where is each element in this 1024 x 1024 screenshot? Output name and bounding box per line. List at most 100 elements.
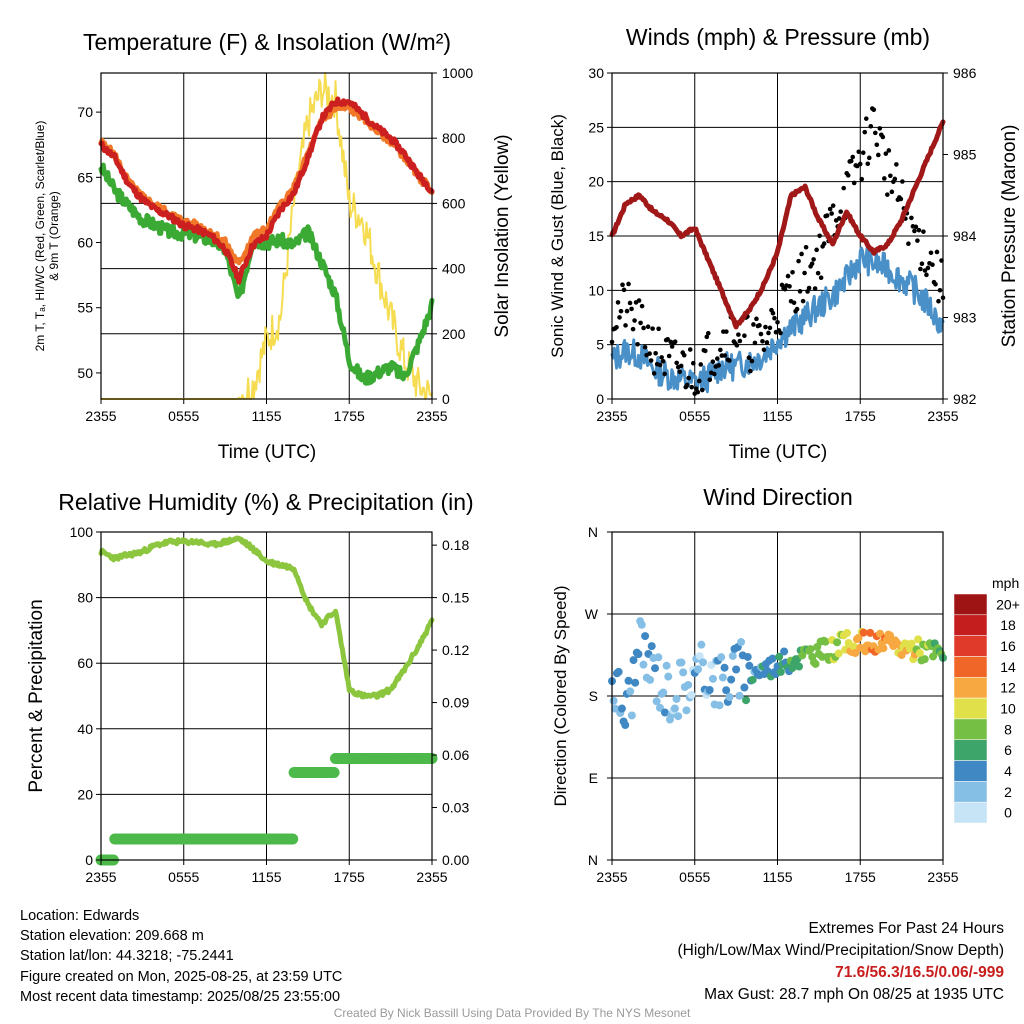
gust-point bbox=[811, 257, 816, 262]
direction-point bbox=[641, 632, 650, 641]
gust-point bbox=[712, 371, 717, 377]
gust-point bbox=[925, 265, 931, 271]
direction-point bbox=[664, 672, 673, 681]
direction-point bbox=[879, 644, 888, 653]
gust-point bbox=[838, 209, 843, 214]
direction-point bbox=[715, 701, 724, 710]
gust-point bbox=[796, 258, 801, 264]
direction-point bbox=[725, 692, 734, 701]
direction-point bbox=[660, 708, 669, 717]
gust-point bbox=[836, 216, 842, 221]
gust-point bbox=[787, 284, 792, 289]
temp-ytick-label: 55 bbox=[77, 300, 93, 316]
gust-point bbox=[785, 273, 791, 279]
gust-point bbox=[614, 324, 619, 330]
dir-ylabel-left: Direction (Colored By Speed) bbox=[551, 585, 570, 806]
direction-point bbox=[634, 650, 643, 659]
gust-point bbox=[715, 356, 720, 361]
direction-point bbox=[695, 652, 704, 661]
gust-point bbox=[648, 358, 654, 363]
gust-point bbox=[872, 130, 878, 136]
wind-xtick-label: 1155 bbox=[762, 408, 792, 424]
temp-xtick-label: 1755 bbox=[334, 408, 365, 424]
gust-point bbox=[760, 338, 765, 344]
gust-point bbox=[642, 344, 648, 350]
direction-point bbox=[614, 667, 623, 676]
gust-point bbox=[749, 358, 755, 364]
rh-ytick-label: 0 bbox=[85, 852, 93, 868]
gust-point bbox=[666, 353, 672, 359]
gust-point bbox=[778, 330, 783, 336]
dir-xtick-label: 1755 bbox=[845, 869, 876, 885]
dir-ytick-label: N bbox=[588, 524, 598, 540]
gust-point bbox=[888, 173, 893, 179]
direction-point bbox=[687, 690, 696, 699]
gust-point bbox=[814, 247, 819, 253]
gust-point bbox=[802, 270, 807, 276]
gust-point bbox=[848, 158, 854, 164]
rh-xtick-label: 2355 bbox=[85, 869, 116, 885]
gust-point bbox=[892, 176, 898, 182]
gust-point bbox=[803, 244, 809, 250]
gust-point bbox=[860, 150, 866, 155]
gust-point bbox=[758, 331, 764, 337]
gust-point bbox=[623, 323, 628, 328]
direction-point bbox=[851, 648, 860, 657]
wind-y2-ytick-label: 985 bbox=[953, 147, 977, 163]
temp-xtick-label: 1155 bbox=[251, 408, 281, 424]
gust-point bbox=[817, 233, 822, 239]
gust-point bbox=[906, 241, 911, 247]
gust-point bbox=[653, 350, 658, 356]
gust-point bbox=[794, 306, 800, 312]
gust-point bbox=[690, 360, 696, 366]
legend-label: 20+ bbox=[996, 596, 1020, 612]
legend-label: 16 bbox=[1000, 638, 1016, 654]
gust-point bbox=[636, 298, 642, 303]
direction-point bbox=[684, 680, 693, 689]
gust-point bbox=[894, 162, 899, 167]
gust-point bbox=[883, 151, 889, 156]
gust-point bbox=[710, 359, 716, 365]
gust-point bbox=[681, 352, 687, 358]
temp-y2-ytick-label: 600 bbox=[442, 195, 466, 211]
gust-point bbox=[859, 176, 865, 182]
gust-point bbox=[707, 377, 713, 383]
temp-ytick-label: 65 bbox=[77, 169, 93, 185]
rh-line bbox=[98, 535, 435, 700]
precip-point bbox=[287, 833, 299, 845]
wind-y2-ytick-label: 984 bbox=[953, 228, 977, 244]
gust-point bbox=[639, 303, 645, 309]
gust-point bbox=[909, 215, 914, 221]
gust-point bbox=[933, 281, 938, 287]
winds-pressure-panel: 2355 0555 1155 1755 235505101520253098298398… bbox=[548, 24, 1020, 463]
temp-ylabel-line: 2m T, Tₐ, HI/WC (Red, Green, Scarlet/Blu… bbox=[33, 121, 47, 352]
temp-ylabel-left: 2m T, Tₐ, HI/WC (Red, Green, Scarlet/Blu… bbox=[33, 121, 61, 352]
gust-point bbox=[674, 360, 679, 366]
gust-point bbox=[913, 224, 919, 230]
direction-point bbox=[915, 649, 924, 658]
gust-point bbox=[782, 286, 788, 292]
wind-y2-ytick-label: 986 bbox=[953, 65, 977, 81]
direction-point bbox=[708, 674, 717, 683]
temp-y2-ytick-label: 0 bbox=[442, 391, 450, 407]
gust-point bbox=[790, 269, 795, 275]
wind-y2-ytick-label: 982 bbox=[953, 391, 977, 407]
legend-swatch bbox=[953, 635, 988, 657]
direction-point bbox=[866, 628, 875, 637]
direction-point bbox=[674, 712, 683, 721]
gust-point bbox=[630, 326, 636, 332]
dir-ytick-label: E bbox=[589, 770, 598, 786]
created-text: Figure created on Mon, 2025-08-25, at 23… bbox=[20, 968, 343, 985]
direction-point bbox=[699, 658, 708, 667]
gust-point bbox=[638, 320, 643, 326]
temp-ytick-label: 50 bbox=[77, 365, 93, 381]
wind-title: Winds (mph) & Pressure (mb) bbox=[626, 24, 930, 50]
legend-label: 2 bbox=[1004, 784, 1012, 800]
gust-point bbox=[718, 347, 723, 353]
wind-xlabel: Time (UTC) bbox=[729, 442, 828, 463]
direction-point bbox=[718, 673, 727, 682]
direction-point bbox=[727, 675, 736, 684]
gust-point bbox=[930, 262, 935, 267]
dir-xtick-label: 2355 bbox=[927, 869, 958, 885]
gust-point bbox=[659, 355, 664, 360]
